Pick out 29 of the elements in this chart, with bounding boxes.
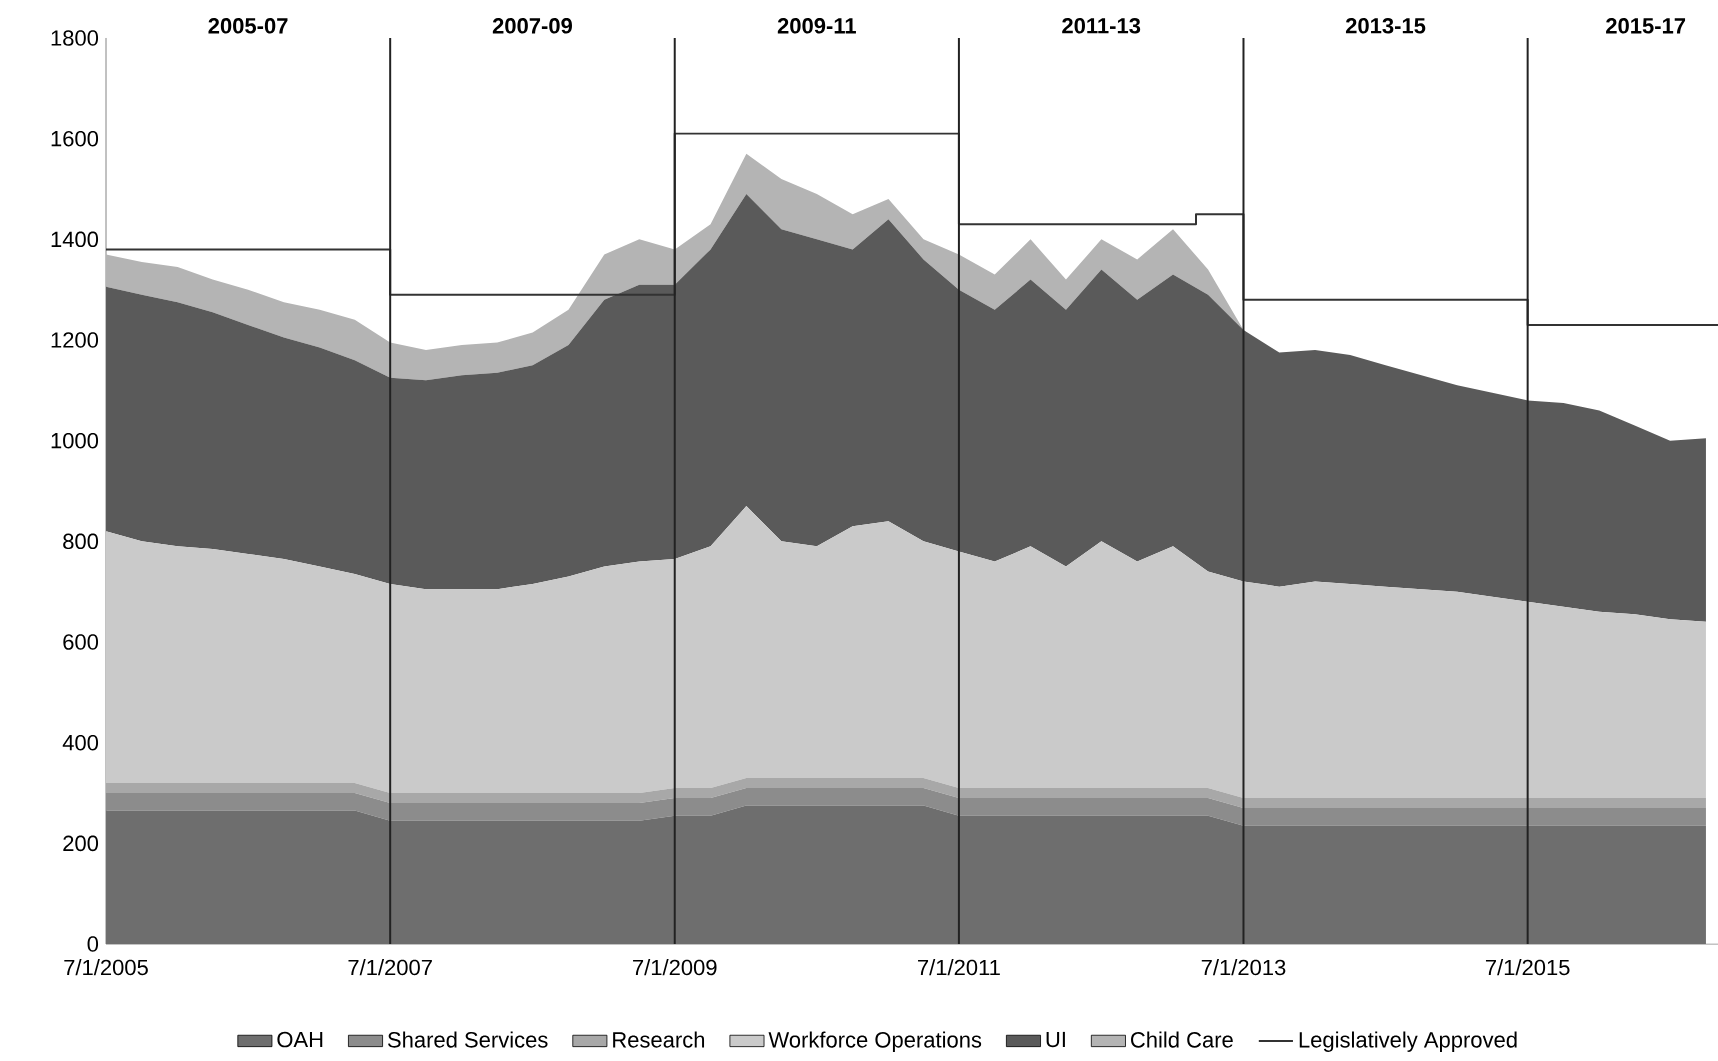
text: 2007-09 <box>492 18 572 34</box>
y-tick-label: 1200 <box>51 332 99 348</box>
y-tick-label: 400 <box>62 734 99 751</box>
x-tick-label: 7/1/2013 <box>1201 959 1286 976</box>
legend-label: Workforce Operations <box>768 1031 982 1052</box>
y-tick-label: 1000 <box>51 432 99 449</box>
y-tick-label: 200 <box>63 835 99 852</box>
text: 2011-13 <box>1062 18 1141 34</box>
y-tick-label: 1800 <box>51 30 99 46</box>
x-tick-label: 7/1/2009 <box>633 959 717 976</box>
text: 2013-15 <box>1345 18 1426 34</box>
x-tick-label: 7/1/2015 <box>1485 959 1570 976</box>
y-tick-label: 600 <box>63 634 99 650</box>
legend-label: UI <box>1046 1031 1065 1048</box>
text: 2005-07 <box>208 18 288 34</box>
y-tick-label: 1400 <box>51 231 99 248</box>
x-tick-label: 7/1/2007 <box>348 959 432 976</box>
legend-label: Child Care <box>1131 1031 1233 1048</box>
x-tick-label: 7/1/2011 <box>918 959 1000 976</box>
x-tick-label: 7/1/2005 <box>64 959 148 976</box>
text: 2009-11 <box>777 18 856 34</box>
y-tick-label: 0 <box>87 936 99 952</box>
legend-label: Research <box>613 1031 705 1048</box>
y-tick-label: 1600 <box>51 130 99 147</box>
legend-label: Legislatively Approved <box>1299 1031 1517 1052</box>
legend-label: Shared Services <box>387 1031 548 1048</box>
y-tick-label: 800 <box>63 533 99 550</box>
text: 2015-17 <box>1606 18 1686 34</box>
legend-label: OAH <box>277 1031 323 1048</box>
